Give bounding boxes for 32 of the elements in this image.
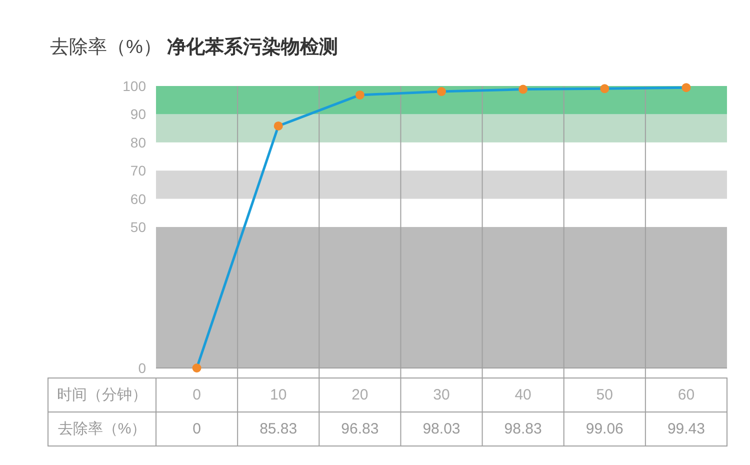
x-tick-label: 60 <box>678 386 695 404</box>
data-label: 98.03 <box>422 420 460 438</box>
data-label: 96.83 <box>341 420 379 438</box>
point <box>682 83 691 92</box>
point <box>274 121 283 130</box>
point <box>437 87 446 96</box>
x-tick-label: 30 <box>433 386 450 404</box>
y-tick-label: 0 <box>138 360 146 376</box>
y-tick-label: 100 <box>122 78 146 94</box>
x-tick-label: 50 <box>596 386 613 404</box>
point <box>355 90 364 100</box>
y-tick-label: 50 <box>130 219 146 235</box>
data-label: 98.83 <box>504 420 542 438</box>
y-tick-label: 90 <box>130 106 146 122</box>
y-axis-title: 去除率（%） <box>58 420 146 438</box>
point <box>192 364 202 372</box>
y-tick-label: 70 <box>130 162 146 179</box>
data-label: 99.06 <box>586 420 624 438</box>
x-tick-label: 20 <box>352 386 368 404</box>
table: 时间（分钟） 去除率（%） 0 10 20 30 40 50 60 0 85.83 96.83 98.03 98.83 99.06 99.43 <box>48 378 728 446</box>
point <box>518 84 528 94</box>
y-tick-label: 80 <box>130 134 146 150</box>
x-axis-title: 时间（分钟） <box>57 386 147 404</box>
data-label: 85.83 <box>260 420 298 438</box>
data-label: 99.43 <box>667 420 705 438</box>
chart-title: 去除率（%） 净化苯系污染物检测 <box>50 36 338 58</box>
data-label: 0 <box>192 420 201 438</box>
x-tick-label: 40 <box>514 386 532 404</box>
point <box>600 84 610 94</box>
y-tick-label: 60 <box>130 190 146 207</box>
x-tick-label: 10 <box>270 386 287 404</box>
x-tick-label: 0 <box>192 386 201 404</box>
